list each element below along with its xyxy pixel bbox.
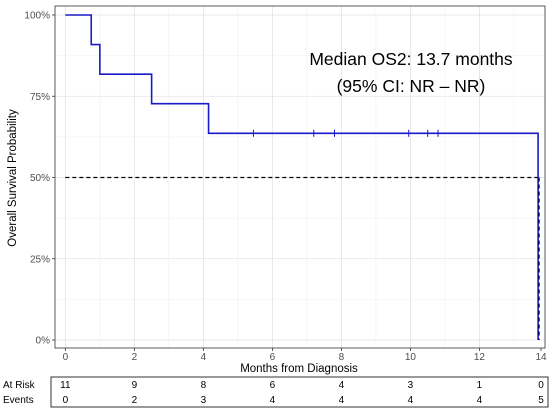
events-value: 3 — [201, 395, 207, 406]
risk-row-label-events: Events — [3, 395, 34, 406]
x-tick-label: 8 — [339, 352, 345, 363]
y-axis-title: Overall Survival Probability — [7, 109, 19, 247]
at-risk-value: 11 — [60, 380, 71, 391]
y-tick-label: 25% — [30, 254, 50, 265]
axis-layer: 0% 25% 50% 75% 100% 0 2 4 6 8 10 12 14 — [24, 11, 547, 364]
at-risk-value: 3 — [408, 380, 414, 391]
at-risk-value: 6 — [270, 380, 276, 391]
events-value: 4 — [408, 395, 414, 406]
x-tick-label: 2 — [132, 352, 138, 363]
at-risk-value: 9 — [132, 380, 138, 391]
events-value: 5 — [538, 395, 544, 406]
series-layer — [65, 14, 540, 340]
x-tick-label: 10 — [405, 352, 417, 363]
annotation-median: Median OS2: 13.7 months — [309, 49, 513, 69]
at-risk-value: 1 — [477, 380, 483, 391]
risk-table-border — [50, 376, 549, 408]
x-tick-label: 12 — [474, 352, 486, 363]
events-value: 4 — [339, 395, 345, 406]
x-axis-title: Months from Diagnosis — [240, 363, 358, 375]
events-value: 4 — [270, 395, 276, 406]
y-tick-label: 100% — [24, 11, 50, 22]
x-tick-label: 6 — [270, 352, 276, 363]
risk-row-label-at-risk: At Risk — [3, 380, 36, 391]
risk-table: At Risk Events 11 9 8 6 4 3 1 0 0 2 3 4 4 4 4 5 — [3, 376, 549, 408]
x-tick-label: 4 — [201, 352, 207, 363]
at-risk-value: 4 — [339, 380, 345, 391]
annotation-ci: (95% CI: NR – NR) — [337, 76, 486, 96]
at-risk-value: 0 — [538, 380, 544, 391]
y-tick-label: 0% — [36, 336, 51, 347]
survival-curve — [65, 14, 539, 340]
y-tick-label: 75% — [30, 92, 50, 103]
at-risk-value: 8 — [201, 380, 207, 391]
x-tick-label: 0 — [63, 352, 69, 363]
events-value: 2 — [132, 395, 138, 406]
events-value: 4 — [477, 395, 483, 406]
plot-panel-border — [54, 5, 546, 349]
events-value: 0 — [63, 395, 69, 406]
x-tick-label: 14 — [535, 352, 547, 363]
y-tick-label: 50% — [30, 173, 50, 184]
